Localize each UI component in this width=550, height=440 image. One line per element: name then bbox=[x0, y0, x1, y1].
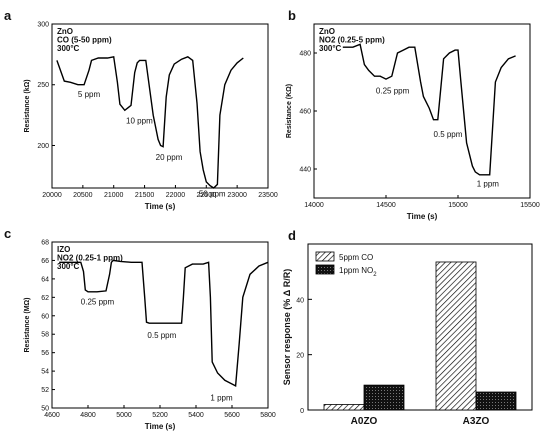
legend-label: 1ppm NO2 bbox=[339, 266, 377, 278]
y-tick-label-a: 250 bbox=[37, 82, 49, 89]
x-tick-label-c: 5600 bbox=[224, 412, 240, 419]
x-tick-label-a: 21000 bbox=[104, 192, 124, 199]
y-tick-label-d: 0 bbox=[300, 408, 304, 415]
panel-letter-c: c bbox=[4, 226, 11, 241]
y-tick-label-c: 66 bbox=[41, 258, 49, 265]
y-tick-label-c: 54 bbox=[41, 369, 49, 376]
panel-c-chart: 4600 4800 5000 5200 5400 5600 5800 50 52 54 56 58 60… bbox=[24, 240, 276, 432]
x-tick-label-c: 5400 bbox=[188, 412, 204, 419]
y-tick-label-c: 56 bbox=[41, 350, 49, 357]
x-tick-label-c: 5200 bbox=[152, 412, 168, 419]
panel-letter-d: d bbox=[288, 228, 296, 243]
y-tick-label-c: 58 bbox=[41, 332, 49, 339]
y-tick-label-c: 68 bbox=[41, 240, 49, 247]
series-line-a bbox=[56, 55, 244, 189]
x-tick-label-a: 23000 bbox=[227, 192, 247, 199]
category-label: A3ZO bbox=[463, 416, 490, 427]
plot-frame-b bbox=[313, 23, 531, 199]
x-tick-label-b: 15000 bbox=[448, 202, 468, 209]
y-axis-label-c: Resistance (MΩ) bbox=[24, 297, 31, 352]
bar-a0zo-co bbox=[323, 404, 365, 411]
bar-a3zo-no2 bbox=[475, 391, 517, 411]
x-tick-label-c: 5000 bbox=[116, 412, 132, 419]
concentration-label-a: 20 ppm bbox=[156, 153, 183, 162]
annotation-line-a: 300°C bbox=[57, 44, 80, 53]
annotation-line-b: NO2 (0.25-5 ppm) bbox=[319, 36, 385, 45]
x-tick-label-a: 22000 bbox=[166, 192, 186, 199]
x-axis-label-a: Time (s) bbox=[145, 202, 176, 211]
concentration-label-a: 10 ppm bbox=[126, 117, 153, 126]
bar-a3zo-co bbox=[435, 261, 477, 411]
concentration-label-b: 1 ppm bbox=[477, 179, 500, 188]
plot-frame-a bbox=[51, 23, 269, 189]
x-tick-label-b: 14500 bbox=[376, 202, 396, 209]
concentration-label-a: 5 ppm bbox=[78, 90, 101, 99]
x-axis-label-b: Time (s) bbox=[407, 212, 438, 221]
annotation-line-c: 300°C bbox=[57, 262, 80, 271]
concentration-label-c: 0.5 ppm bbox=[147, 331, 176, 340]
y-tick-label-d: 20 bbox=[296, 353, 304, 360]
y-tick-label-b: 480 bbox=[299, 51, 311, 58]
y-tick-label-b: 460 bbox=[299, 109, 311, 116]
category-label: A0ZO bbox=[351, 416, 378, 427]
panel-b-chart: 14000 14500 15000 15500 440 460 480 Time (s) Res… bbox=[286, 23, 540, 221]
x-tick-label-c: 4600 bbox=[44, 412, 60, 419]
y-tick-label-c: 52 bbox=[41, 387, 49, 394]
legend-label: 5ppm CO bbox=[339, 253, 373, 262]
annotation-line-a: CO (5-50 ppm) bbox=[57, 36, 112, 45]
annotation-line-c: NO2 (0.25-1 ppm) bbox=[57, 254, 123, 263]
annotation-line-a: ZnO bbox=[57, 27, 73, 36]
y-axis-label-d: Sensor response (% Δ R/R) bbox=[282, 269, 292, 386]
y-axis-label-b: Resistance (KΩ) bbox=[286, 84, 293, 138]
concentration-label-a: 50 ppm bbox=[199, 190, 226, 199]
x-tick-label-a: 22500 bbox=[197, 192, 217, 199]
annotation-line-b: 300°C bbox=[319, 44, 342, 53]
x-tick-label-a: 23500 bbox=[258, 192, 278, 199]
plot-frame-d bbox=[307, 243, 533, 411]
y-tick-label-c: 62 bbox=[41, 295, 49, 302]
x-tick-label-a: 20000 bbox=[42, 192, 62, 199]
y-tick-label-b: 440 bbox=[299, 167, 311, 174]
panel-letter-a: a bbox=[4, 8, 12, 23]
y-tick-label-a: 200 bbox=[37, 143, 49, 150]
x-axis-label-c: Time (s) bbox=[145, 422, 176, 431]
y-tick-label-a: 300 bbox=[37, 22, 49, 29]
panel-a-chart: 20000 20500 21000 21500 22000 22500 23000 23500… bbox=[24, 22, 278, 212]
x-tick-label-b: 14000 bbox=[304, 202, 324, 209]
concentration-label-b: 0.25 ppm bbox=[376, 87, 410, 96]
x-tick-label-a: 20500 bbox=[73, 192, 93, 199]
y-tick-label-c: 50 bbox=[41, 406, 49, 413]
legend-swatch bbox=[315, 251, 335, 262]
series-line-c bbox=[59, 259, 269, 388]
panel-d-chart: 0 20 40 Sensor response (% Δ R/R) A0ZO A3ZO 5p… bbox=[282, 243, 533, 427]
annotation-line-b: ZnO bbox=[319, 27, 335, 36]
x-tick-label-a: 21500 bbox=[135, 192, 155, 199]
y-tick-label-c: 64 bbox=[41, 276, 49, 283]
annotation-line-c: IZO bbox=[57, 245, 70, 254]
concentration-label-c: 1 ppm bbox=[210, 394, 233, 403]
concentration-label-c: 0.25 ppm bbox=[81, 298, 115, 307]
series-line-b bbox=[342, 43, 516, 176]
legend-swatch bbox=[315, 264, 335, 275]
panel-letter-b: b bbox=[288, 8, 296, 23]
y-tick-label-d: 40 bbox=[296, 297, 304, 304]
x-tick-label-c: 5800 bbox=[260, 412, 276, 419]
concentration-label-b: 0.5 ppm bbox=[434, 130, 463, 139]
x-tick-label-b: 15500 bbox=[520, 202, 540, 209]
y-tick-label-c: 60 bbox=[41, 313, 49, 320]
bar-a0zo-no2 bbox=[363, 384, 405, 411]
y-axis-label-a: Resistance (kΩ) bbox=[24, 79, 31, 132]
x-tick-label-c: 4800 bbox=[80, 412, 96, 419]
